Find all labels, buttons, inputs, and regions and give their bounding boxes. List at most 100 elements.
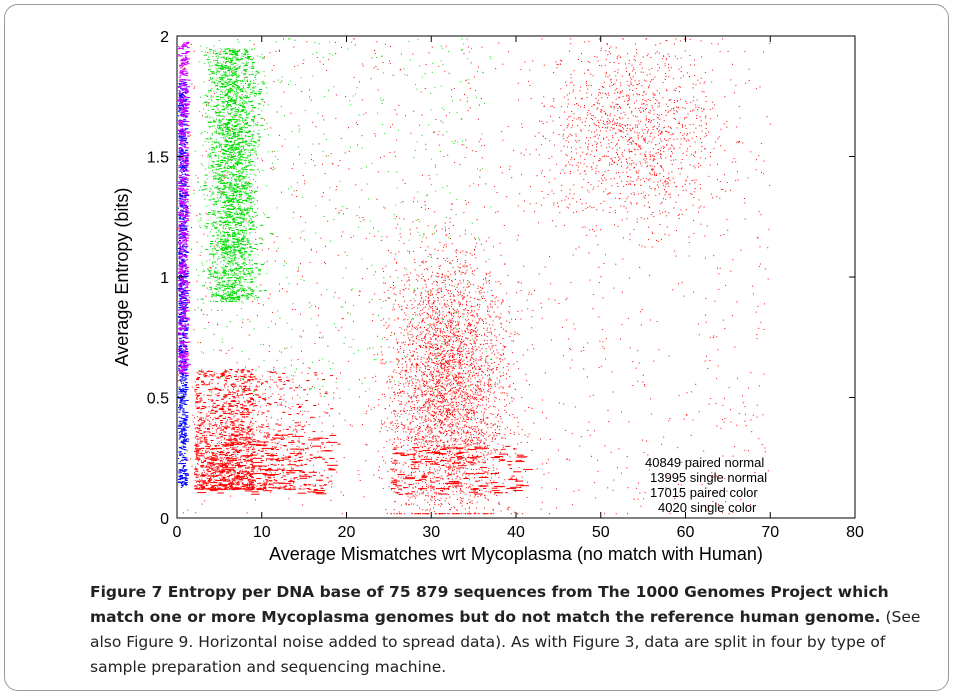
data-point (239, 458, 241, 460)
data-point (499, 433, 501, 435)
data-point (483, 365, 485, 367)
data-point (223, 397, 227, 399)
data-point (306, 475, 310, 477)
data-point (239, 488, 243, 490)
data-point (430, 254, 432, 256)
data-point (500, 342, 502, 344)
data-point (194, 485, 196, 487)
data-point (484, 382, 485, 384)
data-point (433, 375, 434, 377)
data-point (431, 283, 433, 285)
data-point (400, 446, 402, 448)
data-point (330, 408, 334, 410)
data-point (450, 299, 452, 300)
data-point (450, 326, 452, 328)
data-point (447, 321, 449, 323)
data-point (243, 405, 247, 407)
data-point (197, 420, 199, 421)
data-point (439, 492, 441, 494)
data-point (212, 489, 216, 491)
data-point (460, 467, 462, 468)
data-point (435, 275, 437, 277)
data-point (277, 443, 279, 444)
data-point (494, 406, 496, 408)
data-point (435, 383, 437, 385)
data-point (480, 289, 482, 291)
data-point (428, 342, 430, 344)
data-point (450, 350, 452, 352)
data-point (197, 450, 199, 452)
data-point (475, 350, 477, 352)
data-point (203, 488, 205, 490)
data-point (447, 409, 449, 411)
data-point (459, 305, 461, 307)
data-point (480, 380, 482, 382)
data-point (444, 354, 446, 356)
data-point (449, 321, 451, 322)
data-point (228, 371, 230, 373)
data-point (429, 324, 431, 326)
data-point (441, 385, 443, 387)
data-point (231, 469, 234, 471)
data-point (257, 441, 269, 443)
data-point (223, 413, 227, 414)
data-point (307, 373, 309, 374)
data-point (483, 344, 485, 345)
data-point (393, 491, 395, 493)
data-point (460, 500, 462, 502)
data-point (469, 325, 471, 327)
data-point (445, 435, 447, 437)
data-point (454, 391, 456, 393)
data-point (441, 228, 443, 230)
data-point (415, 434, 417, 435)
data-point (467, 380, 469, 382)
data-point (222, 485, 224, 487)
data-point (487, 424, 489, 425)
data-point (411, 304, 413, 306)
data-point (444, 431, 446, 433)
data-point (433, 394, 435, 396)
data-point (458, 331, 460, 333)
data-point (209, 381, 211, 383)
data-point (234, 476, 238, 478)
data-point (234, 488, 235, 490)
data-point (227, 386, 229, 388)
data-point (383, 337, 385, 339)
data-point (447, 425, 449, 427)
data-point (311, 484, 313, 486)
data-point (429, 323, 431, 325)
data-point (196, 438, 200, 440)
data-point (490, 339, 492, 341)
data-point (490, 300, 492, 302)
data-point (413, 472, 415, 474)
data-point (433, 404, 435, 405)
data-point (248, 488, 249, 489)
data-point (331, 468, 335, 470)
data-point (221, 435, 223, 437)
data-point (454, 513, 456, 515)
data-point (434, 513, 436, 515)
data-point (396, 348, 398, 350)
data-point (453, 383, 455, 385)
data-point (231, 422, 235, 424)
data-point (465, 424, 467, 426)
data-point (488, 482, 490, 484)
data-point (393, 509, 395, 511)
data-point (201, 474, 205, 476)
data-point (484, 278, 486, 280)
data-point (452, 360, 454, 361)
data-point (241, 370, 245, 372)
data-point (458, 348, 460, 350)
data-point (275, 423, 279, 425)
data-point (406, 410, 408, 411)
data-point (257, 449, 261, 451)
data-point (422, 374, 424, 376)
data-point (476, 405, 478, 407)
data-point (472, 383, 474, 385)
data-point (486, 446, 488, 448)
data-point (400, 332, 402, 334)
data-point (443, 483, 445, 485)
data-point (466, 356, 468, 358)
data-point (414, 385, 416, 387)
data-point (432, 415, 434, 417)
